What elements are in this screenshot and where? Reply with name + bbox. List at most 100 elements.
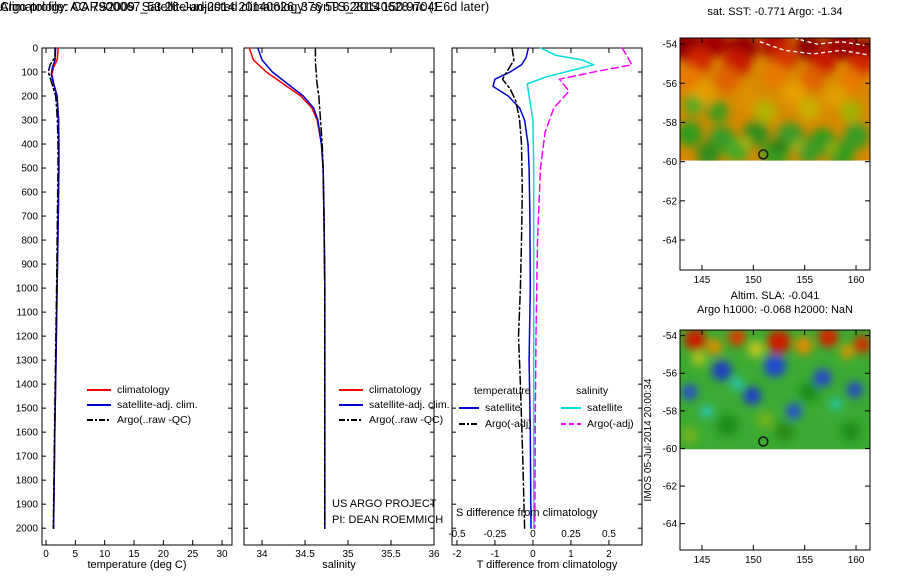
map-blob [692, 351, 706, 366]
legend-entry: Argo(..raw -QC) [86, 412, 198, 427]
series-temperature-Argo(-adj) [501, 47, 526, 529]
map-blob [766, 330, 791, 354]
red-line-sample-icon [339, 388, 363, 391]
tick-label: 35 [342, 549, 354, 560]
map-blob [733, 83, 760, 110]
map-blob [748, 341, 764, 358]
sla-map-raster [680, 330, 870, 450]
legend-entry: climatology [86, 382, 198, 397]
map-blob [839, 68, 863, 93]
blue-line-sample-icon [87, 403, 111, 406]
project-line1: US ARGO PROJECT [332, 498, 437, 510]
blue-line-sample-icon [459, 406, 479, 409]
difference-legend: temperature salinity satellite satellite… [458, 385, 652, 431]
tick-label: 34 [256, 549, 268, 560]
tick-label: -56 [663, 369, 678, 380]
figure-title: Argo profile: AO 7900067_53 26-Jun-2014 … [0, 0, 443, 14]
legend-label: satellite-adj. clim. [117, 398, 198, 411]
axis-box [451, 47, 643, 546]
sst-contour [759, 41, 870, 56]
map-blob [731, 377, 743, 390]
dashdot-line-sample-icon [459, 422, 479, 425]
axis-box [243, 47, 435, 546]
tick-label: 400 [21, 140, 38, 151]
map-blob [829, 398, 842, 410]
map-blob [680, 65, 702, 90]
map-blob [794, 336, 813, 355]
map-blob [813, 368, 832, 387]
sst-contour [793, 38, 865, 47]
tick-label: -54 [663, 331, 678, 342]
map-blob [753, 99, 778, 124]
project-line2: PI: DEAN ROEMMICH [332, 514, 444, 526]
map-blob [840, 344, 855, 359]
legend-entry: satellite [458, 400, 560, 415]
tick-label: 145 [694, 555, 711, 566]
tick-label: 150 [745, 275, 762, 286]
tick-label: 1500 [16, 404, 39, 415]
map-axis-box [679, 37, 871, 271]
legend-label: Argo(..raw -QC) [369, 413, 444, 426]
tick-label: 0 [530, 529, 536, 540]
tick-label: 160 [848, 555, 865, 566]
map-blob [786, 403, 802, 420]
map-blob [711, 360, 732, 381]
tick-label: 900 [21, 260, 38, 271]
tick-label: -56 [663, 79, 678, 90]
series-satellite-adj. clim. [50, 47, 60, 529]
map-blob [782, 81, 806, 106]
tick-label: -64 [663, 236, 678, 247]
tick-label: 0 [32, 44, 38, 55]
tick-label: 20 [158, 549, 170, 560]
tick-label: 35.5 [381, 549, 401, 560]
map-blob [684, 330, 707, 351]
map-blob [696, 142, 721, 161]
map-blob [716, 414, 739, 437]
tick-label: 5 [73, 549, 79, 560]
tick-label: 0 [530, 549, 536, 560]
legend-entry: climatology [338, 382, 450, 397]
tick-label: 34.5 [295, 549, 315, 560]
tick-label: 15 [128, 549, 140, 560]
series-Argo(..raw -QC) [314, 47, 326, 529]
map-blob [793, 141, 802, 150]
map-blob [714, 66, 741, 93]
legend-label: Argo(-adj) [485, 417, 532, 430]
tick-label: 1100 [16, 308, 38, 319]
tick-label: 1600 [16, 428, 39, 439]
figure-subtitle: Climatology: CARS2009. Satellite-adjuste… [0, 0, 490, 14]
tick-label: 155 [796, 275, 813, 286]
series-salinity-Argo(-adj) [534, 47, 633, 529]
map-blob [681, 384, 698, 401]
map-blob [728, 330, 746, 347]
tick-label: 1000 [16, 284, 39, 295]
sst-map-title: sat. SST: -0.771 Argo: -1.34 [707, 6, 843, 18]
map-blob [700, 405, 713, 418]
legend-label: Argo(..raw -QC) [117, 413, 192, 426]
map-blob [764, 354, 786, 377]
legend-label: climatology [369, 383, 422, 396]
tick-label: 100 [21, 68, 38, 79]
tick-label: 600 [21, 188, 38, 199]
map-blob [725, 138, 749, 161]
tick-label: -1 [490, 549, 499, 560]
legend-label: satellite [485, 401, 521, 414]
series-Argo(..raw -QC) [47, 47, 59, 529]
map-blob [707, 100, 729, 123]
map-blob [798, 98, 821, 121]
map-blob [797, 140, 822, 161]
map-blob [843, 123, 870, 150]
dashdot-line-sample-icon [339, 418, 363, 421]
map-blob [681, 427, 698, 444]
tick-label: -60 [663, 444, 678, 455]
series-satellite-adj. clim. [257, 47, 326, 529]
map-blob [853, 335, 870, 354]
map-blob [828, 144, 836, 153]
blue-line-sample-icon [339, 403, 363, 406]
tick-label: -2 [452, 549, 461, 560]
tick-label: 30 [216, 549, 228, 560]
series-salinity-satellite [526, 47, 595, 529]
tick-label: 300 [21, 116, 38, 127]
salinity-axis-label: salinity [322, 559, 356, 571]
